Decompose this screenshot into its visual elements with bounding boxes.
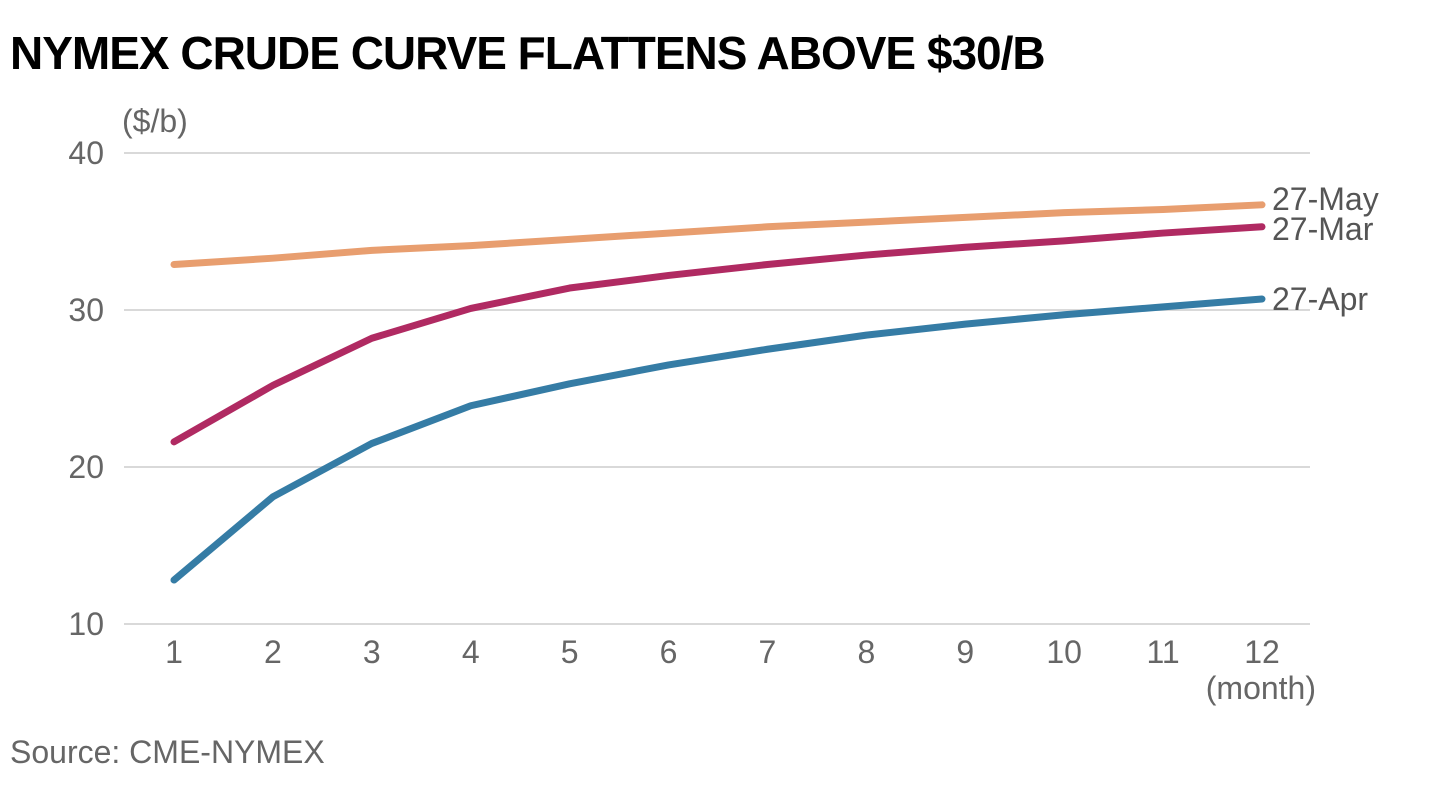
x-tick-label: 8 — [857, 634, 875, 670]
series-line-27-mar — [170, 223, 1266, 446]
y-tick-label: 40 — [68, 135, 104, 171]
series-lines — [170, 201, 1266, 584]
x-axis-ticks: 1 2 3 4 5 6 7 8 9 10 11 12 — [165, 634, 1280, 670]
series-label-27-may: 27-May — [1272, 181, 1379, 217]
y-axis-label: ($/b) — [122, 103, 188, 139]
gridlines — [124, 152, 1310, 625]
x-tick-label: 6 — [660, 634, 678, 670]
x-tick-label: 10 — [1046, 634, 1082, 670]
chart-title: NYMEX CRUDE CURVE FLATTENS ABOVE $30/B — [10, 27, 1046, 79]
x-tick-label: 1 — [165, 634, 183, 670]
series-label-27-mar: 27-Mar — [1272, 211, 1374, 247]
series-label-27-apr: 27-Apr — [1272, 281, 1368, 317]
x-axis-label: (month) — [1206, 670, 1316, 706]
y-tick-label: 30 — [68, 292, 104, 328]
y-tick-label: 20 — [68, 449, 104, 485]
series-line-27-apr — [170, 295, 1266, 584]
y-axis-ticks: 10 20 30 40 — [68, 135, 104, 642]
x-tick-label: 2 — [264, 634, 282, 670]
x-tick-label: 5 — [561, 634, 579, 670]
x-tick-label: 3 — [363, 634, 381, 670]
x-tick-label: 11 — [1146, 634, 1179, 670]
y-tick-label: 10 — [68, 606, 104, 642]
x-tick-label: 9 — [956, 634, 974, 670]
x-tick-label: 7 — [759, 634, 777, 670]
source-note: Source: CME-NYMEX — [10, 734, 325, 770]
x-tick-label: 4 — [462, 634, 480, 670]
series-line-27-may — [170, 201, 1266, 268]
x-tick-label: 12 — [1244, 634, 1280, 670]
